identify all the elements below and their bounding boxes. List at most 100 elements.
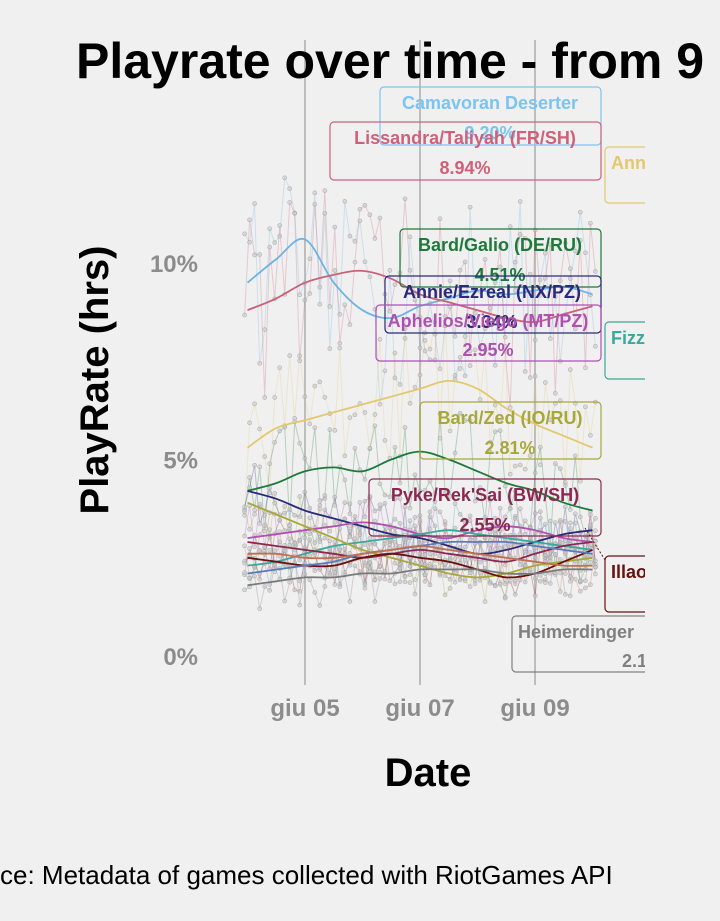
data-point xyxy=(247,485,252,490)
data-point xyxy=(292,541,298,546)
annotation-layer: Camavoran Deserter 9.20%Lissandra/Taliyah… xyxy=(329,86,661,673)
data-point xyxy=(532,575,538,581)
data-point xyxy=(562,592,568,597)
data-point xyxy=(347,233,353,239)
data-point xyxy=(402,326,408,331)
data-point xyxy=(327,346,333,351)
data-point xyxy=(572,326,578,332)
data-point xyxy=(312,425,318,431)
data-point xyxy=(457,366,463,371)
series-annotation: Annie/Ezreal (NX/PZ) 3.34% xyxy=(384,275,602,334)
annotation-box xyxy=(419,401,602,460)
series-annotation: Annie xyxy=(604,146,661,204)
data-point xyxy=(457,577,463,583)
y-tick-label: 10% xyxy=(150,251,198,278)
data-point xyxy=(382,438,388,443)
data-point xyxy=(372,236,378,241)
data-point xyxy=(537,509,543,514)
data-point xyxy=(297,494,303,499)
data-point xyxy=(502,594,508,600)
data-point xyxy=(417,551,423,556)
data-point xyxy=(487,439,493,445)
data-point xyxy=(247,420,252,426)
data-point xyxy=(517,506,523,511)
data-point xyxy=(297,589,303,594)
data-point xyxy=(402,425,408,430)
data-point xyxy=(267,244,273,250)
data-point xyxy=(467,584,473,590)
data-point xyxy=(337,547,343,553)
data-point xyxy=(322,188,328,193)
data-point xyxy=(247,546,252,551)
data-point xyxy=(537,578,543,584)
data-point xyxy=(577,209,583,215)
data-point xyxy=(262,454,268,459)
data-point xyxy=(457,410,463,416)
data-point xyxy=(302,394,308,400)
annotation-label: Aphelios/Viego (MT/PZ) xyxy=(388,311,589,331)
data-point xyxy=(412,515,418,520)
data-point xyxy=(512,592,518,597)
data-point xyxy=(377,337,383,342)
data-point xyxy=(467,363,473,369)
data-point xyxy=(297,292,303,298)
data-point xyxy=(552,390,558,396)
data-point xyxy=(492,402,498,408)
data-point xyxy=(347,562,353,568)
data-point xyxy=(557,518,563,523)
data-point xyxy=(562,504,568,510)
data-point xyxy=(317,506,323,512)
data-point xyxy=(482,515,488,520)
data-point xyxy=(287,526,293,532)
data-point xyxy=(252,544,257,550)
data-point xyxy=(577,588,583,594)
x-tick-label: giu 07 xyxy=(385,695,454,722)
data-point xyxy=(502,344,508,349)
data-point xyxy=(362,542,368,547)
data-point xyxy=(432,491,438,497)
data-point xyxy=(312,383,318,389)
data-point xyxy=(547,555,553,561)
annotation-box xyxy=(379,86,602,146)
data-point xyxy=(588,220,593,226)
data-point xyxy=(507,471,513,477)
data-point xyxy=(522,518,528,524)
data-point xyxy=(297,557,303,563)
data-point xyxy=(522,369,528,374)
data-point xyxy=(337,345,343,351)
data-point xyxy=(297,353,303,359)
data-point xyxy=(347,501,353,507)
data-point xyxy=(372,577,378,582)
data-point xyxy=(417,488,423,494)
data-point xyxy=(362,585,368,591)
data-point xyxy=(502,334,508,340)
data-point xyxy=(412,577,418,582)
data-point xyxy=(392,282,398,288)
data-point xyxy=(502,581,508,587)
data-point xyxy=(327,538,333,544)
data-point xyxy=(462,373,468,379)
data-point xyxy=(522,563,528,568)
data-point xyxy=(337,526,343,532)
data-point xyxy=(387,494,393,500)
data-point xyxy=(287,353,293,358)
y-axis-label: PlayRate (hrs) xyxy=(73,246,117,515)
data-point xyxy=(547,336,553,341)
data-point xyxy=(427,509,433,515)
data-point xyxy=(342,199,348,204)
data-point xyxy=(593,528,598,534)
annotation-label: Bard/Galio (DE/RU) xyxy=(418,235,582,255)
data-point xyxy=(257,606,263,612)
data-point xyxy=(492,429,498,435)
annotation-label: Annie xyxy=(611,153,661,173)
series-annotation: Bard/Zed (IO/RU) 2.81% xyxy=(419,401,602,460)
data-point xyxy=(392,539,398,545)
data-point xyxy=(583,578,588,584)
data-point xyxy=(542,380,548,385)
data-point xyxy=(397,565,403,571)
data-point xyxy=(593,564,598,570)
data-point xyxy=(467,518,473,524)
annotation-label: Bard/Zed (IO/RU) xyxy=(437,408,582,428)
series-annotation: Lissandra/Taliyah (FR/SH) 8.94% xyxy=(329,121,602,181)
data-point xyxy=(583,404,588,410)
